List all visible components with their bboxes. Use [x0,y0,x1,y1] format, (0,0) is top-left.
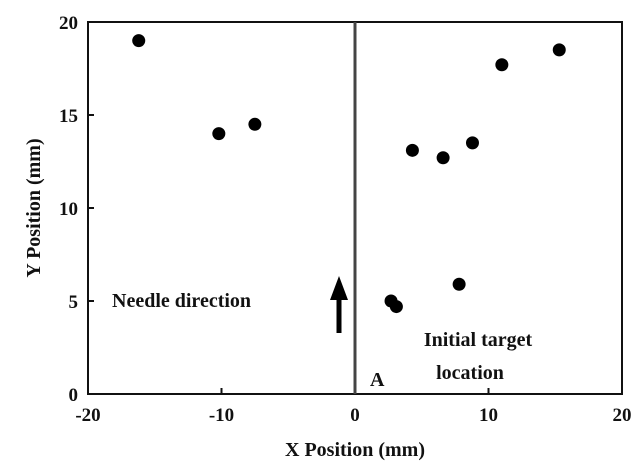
data-point [465,136,479,150]
y-tick-label: 20 [59,13,78,34]
x-tick-label: 20 [613,405,632,426]
data-point [389,300,403,314]
x-tick-label: 0 [350,405,360,426]
panel-label-a: A [370,369,385,391]
y-tick-label: 10 [59,199,78,220]
data-point [132,34,146,48]
y-tick-label: 5 [69,292,79,313]
initial-target-label-line2: location [436,362,504,384]
x-tick-label: -20 [75,405,100,426]
data-point [495,58,509,72]
initial-target-label-line1: Initial target [424,329,533,351]
data-point [552,43,566,57]
y-tick-label: 0 [69,385,79,406]
x-axis-ticks: -20 -10 0 10 20 [75,388,632,426]
x-tick-label: 10 [479,405,498,426]
x-axis-title: X Position (mm) [285,439,425,461]
y-axis-title: Y Position (mm) [23,138,45,277]
data-points [132,34,566,314]
y-tick-label: 15 [59,106,78,127]
y-axis-ticks: 0 5 10 15 20 [59,13,94,406]
needle-direction-label: Needle direction [112,290,251,312]
x-tick-label: -10 [209,405,234,426]
data-point [405,143,419,157]
data-point [212,127,226,141]
data-point [452,277,466,291]
data-point [436,151,450,165]
data-point [248,117,262,131]
arrow-up-icon [330,276,348,333]
